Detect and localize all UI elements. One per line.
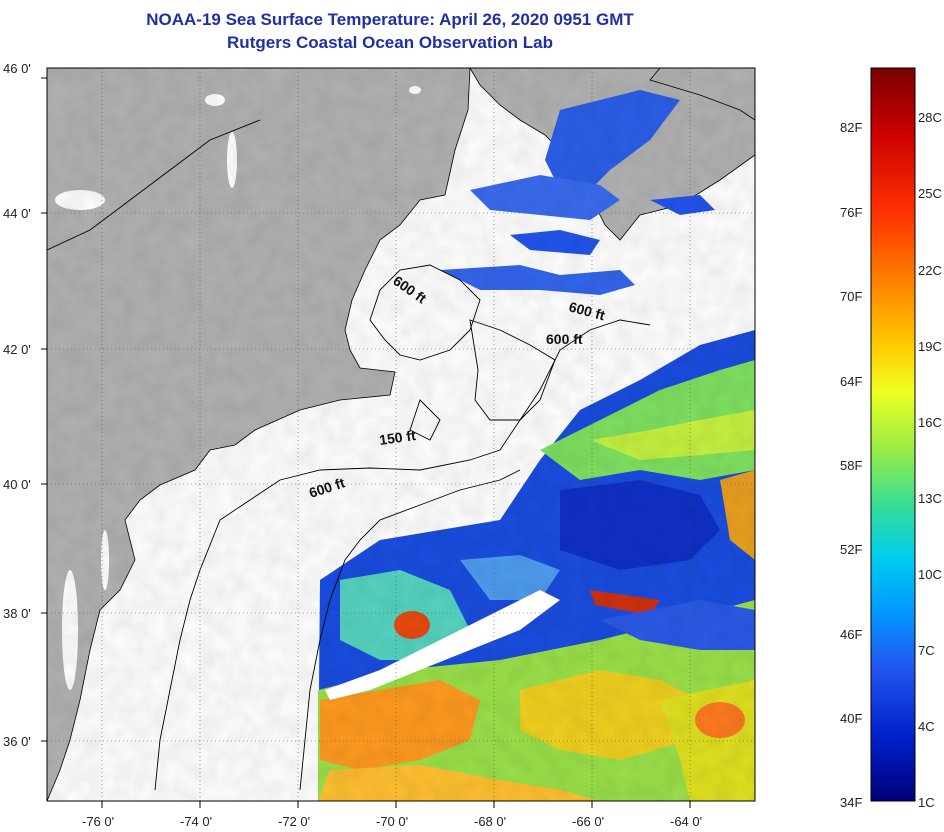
latitude-labels: 46 0' 44 0' 42 0' 40 0' 38 0' 36 0' [3, 61, 31, 749]
lat-label: 46 0' [3, 61, 31, 76]
contour-label: 600 ft [546, 331, 583, 347]
colorbar-label-c: 4C [918, 719, 935, 734]
colorbar-label-f: 76F [840, 205, 862, 220]
lat-label: 44 0' [3, 206, 31, 221]
lon-label: -76 0' [82, 814, 114, 829]
colorbar-label-c: 16C [918, 415, 942, 430]
colorbar-gradient [870, 67, 916, 802]
colorbar: 82F 76F 70F 64F 58F 52F 46F 40F 34F 28C … [840, 67, 942, 810]
axis-ticks [41, 77, 691, 808]
colorbar-label-c: 13C [918, 491, 942, 506]
no-data-region [325, 590, 560, 700]
longitude-labels: -76 0' -74 0' -72 0' -70 0' -68 0' -66 0… [82, 814, 702, 829]
colorbar-label-c: 28C [918, 110, 942, 125]
lat-label: 40 0' [3, 477, 31, 492]
lon-label: -74 0' [180, 814, 212, 829]
colorbar-label-f: 64F [840, 374, 862, 389]
sst-field [47, 68, 755, 801]
colorbar-label-f: 40F [840, 711, 862, 726]
lon-label: -70 0' [376, 814, 408, 829]
lat-label: 42 0' [3, 342, 31, 357]
map-subtitle: Rutgers Coastal Ocean Observation Lab [227, 33, 553, 52]
colorbar-celsius-labels: 28C 25C 22C 19C 16C 13C 10C 7C 4C 1C [918, 110, 942, 810]
lon-label: -68 0' [474, 814, 506, 829]
colorbar-label-f: 82F [840, 120, 862, 135]
lat-label: 38 0' [3, 606, 31, 621]
colorbar-label-c: 7C [918, 643, 935, 658]
lon-label: -72 0' [278, 814, 310, 829]
map-title: NOAA-19 Sea Surface Temperature: April 2… [146, 10, 634, 29]
colorbar-label-c: 19C [918, 339, 942, 354]
bathymetry-contours [47, 119, 651, 791]
colorbar-label-f: 70F [840, 289, 862, 304]
lat-label: 36 0' [3, 734, 31, 749]
colorbar-label-f: 58F [840, 458, 862, 473]
colorbar-label-f: 34F [840, 795, 862, 810]
colorbar-fahrenheit-labels: 82F 76F 70F 64F 58F 52F 46F 40F 34F [840, 120, 862, 810]
lon-label: -66 0' [572, 814, 604, 829]
map-frame [46, 67, 756, 802]
colorbar-label-f: 46F [840, 627, 862, 642]
colorbar-label-c: 25C [918, 186, 942, 201]
colorbar-label-c: 1C [918, 795, 935, 810]
colorbar-label-c: 22C [918, 263, 942, 278]
contour-label: 150 ft [378, 427, 417, 448]
colorbar-label-c: 10C [918, 567, 942, 582]
colorbar-label-f: 52F [840, 542, 862, 557]
lon-label: -64 0' [670, 814, 702, 829]
